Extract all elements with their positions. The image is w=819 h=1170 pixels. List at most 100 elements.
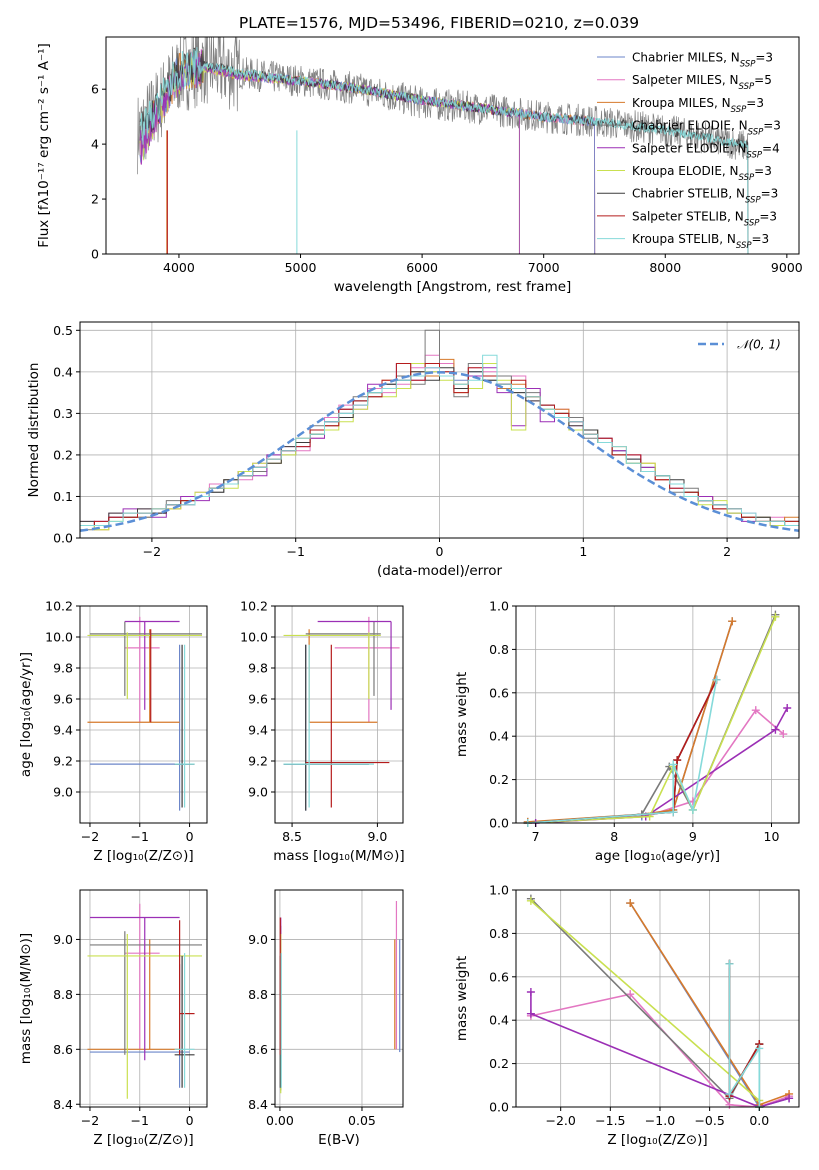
y-tick-label: 1.0 — [489, 883, 509, 898]
y-tick-label: 8.4 — [248, 1097, 268, 1112]
legend-label: Salpeter STELIB, NSSP=3 — [632, 209, 777, 228]
x-axis-label: Z [log₁₀(Z/Z⊙)] — [607, 1132, 707, 1148]
y-axis-label: age [log₁₀(age/yr)] — [18, 652, 34, 777]
x-tick-label: −1 — [131, 1113, 149, 1128]
legend-label-count: =3 — [754, 164, 772, 178]
data-point — [526, 987, 535, 996]
y-tick-label: 9.6 — [248, 692, 268, 707]
legend-label-count: =5 — [754, 73, 772, 87]
legend-label: Kroupa MILES, NSSP=3 — [632, 96, 764, 115]
y-tick-label: 10.2 — [240, 599, 268, 614]
data-point — [771, 725, 780, 734]
x-tick-label: 8000 — [649, 260, 681, 275]
data-point — [669, 760, 678, 769]
y-tick-label: 0.8 — [489, 642, 509, 657]
data-point — [728, 617, 737, 626]
y-axis-label: Normed distribution — [26, 363, 42, 498]
y-tick-label: 9.8 — [248, 661, 268, 676]
legend-label-subscript: SSP — [744, 218, 760, 228]
errorbar-salpeter-stelib — [179, 920, 195, 1055]
axes-frame — [515, 889, 800, 1108]
data-point — [673, 756, 682, 765]
y-tick-label: 6 — [91, 82, 99, 97]
legend-label-subscript: SSP — [740, 60, 756, 70]
legend-label: Salpeter ELODIE, NSSP=4 — [632, 141, 780, 160]
y-tick-label: 9.2 — [248, 754, 268, 769]
legend-label-subscript: SSP — [739, 173, 755, 183]
y-tick-label: 0 — [91, 247, 99, 262]
y-tick-label: 8.8 — [248, 987, 268, 1002]
errorbar-kroupa-stelib — [174, 644, 195, 808]
legend-label-subscript: SSP — [745, 196, 761, 206]
y-tick-label: 8.6 — [53, 1042, 73, 1057]
errorbar-chabrier-elodie — [89, 621, 203, 696]
legend-label: Kroupa ELODIE, NSSP=3 — [632, 164, 772, 183]
x-axis-label: age [log₁₀(age/yr)] — [595, 848, 720, 864]
y-tick-label: 0.0 — [489, 816, 509, 831]
y-tick-label: 0.0 — [489, 1100, 509, 1115]
weight-vs-Z-plot-area — [526, 894, 794, 1111]
data-point — [526, 1009, 535, 1018]
y-tick-label: 2 — [91, 192, 99, 207]
x-tick-label: 1 — [579, 544, 587, 559]
axes-frame — [79, 889, 208, 1108]
data-point — [712, 675, 721, 684]
x-tick-label: 0.05 — [348, 1113, 376, 1128]
series-salpeter-elodie — [526, 987, 794, 1111]
y-tick-label: 8.8 — [53, 987, 73, 1002]
residual-panel: −2 −1 0 1 2 0.0 0.1 0.2 0.3 0.4 0.5 (data-model)/er… — [26, 321, 800, 579]
y-tick-label: 10.0 — [240, 630, 268, 645]
x-axis-label: mass [log₁₀(M/M⊙)] — [273, 848, 404, 864]
y-axis-label: mass weight — [454, 672, 470, 757]
errorbar-chabrier-elodie — [89, 931, 203, 1055]
x-tick-label: 6000 — [406, 260, 438, 275]
legend-label: Chabrier STELIB, NSSP=3 — [632, 187, 778, 206]
errorbar-chabrier-miles — [89, 644, 190, 811]
gaussian-curve — [80, 371, 799, 532]
data-point — [751, 706, 760, 715]
x-tick-label: 0 — [436, 544, 444, 559]
y-tick-label: 9.0 — [53, 932, 73, 947]
weight-vs-Z-panel: −2.0 −1.5 −1.0 −0.5 0.0 0.0 0.2 0.4 0.6 0.8 1.0 Z [… — [454, 883, 800, 1148]
legend-label-subscript: SSP — [739, 82, 755, 92]
data-point — [771, 612, 780, 621]
errorbar-kroupa-elodie — [87, 933, 203, 1099]
legend-label-text: Kroupa ELODIE, N — [632, 164, 739, 178]
x-tick-label: 0.0 — [749, 1113, 769, 1128]
errorbar-kroupa-miles — [87, 939, 180, 1050]
x-tick-label: 2 — [723, 544, 731, 559]
x-tick-label: 7000 — [528, 260, 560, 275]
y-tick-label: 0.6 — [489, 685, 509, 700]
data-point — [755, 1044, 764, 1053]
legend-label-count: =3 — [763, 119, 781, 133]
data-point — [785, 1094, 794, 1103]
data-point — [669, 808, 678, 817]
spectrum-line-data — [137, 37, 749, 254]
x-tick-label: 4000 — [163, 260, 195, 275]
errorbar-salpeter-elodie — [89, 916, 180, 1061]
legend-label-count: =3 — [746, 96, 764, 110]
legend-label-count: =3 — [759, 209, 777, 223]
legend-label-text: Salpeter MILES, N — [632, 73, 739, 87]
legend-label: 𝒩(0, 1) — [737, 338, 781, 352]
errorbar-kroupa-miles — [87, 629, 180, 723]
y-tick-label: 0.2 — [489, 1056, 509, 1071]
y-tick-label: 9.4 — [248, 723, 268, 738]
mass-vs-ebv-panel: 0.00 0.05 8.4 8.6 8.8 9.0 E(B-V) — [248, 889, 404, 1148]
spectrum-line-stelib-models — [139, 47, 749, 254]
figure-title: PLATE=1576, MJD=53496, FIBERID=0210, z=0… — [239, 14, 639, 32]
errorbar-kroupa-elodie — [87, 632, 203, 699]
y-tick-label: 9.4 — [53, 723, 73, 738]
legend-label-subscript: SSP — [746, 150, 762, 160]
axes-frame — [274, 889, 404, 1108]
errorbar-kroupa-stelib — [283, 644, 374, 808]
axes-frame — [274, 605, 404, 824]
legend-label: Kroupa STELIB, NSSP=3 — [632, 232, 769, 251]
y-axis-label: mass weight — [454, 956, 470, 1041]
x-tick-label: 10 — [764, 829, 780, 844]
x-tick-label: −1 — [131, 829, 149, 844]
y-tick-label: 1.0 — [489, 599, 509, 614]
x-tick-label: −1.5 — [595, 1113, 625, 1128]
